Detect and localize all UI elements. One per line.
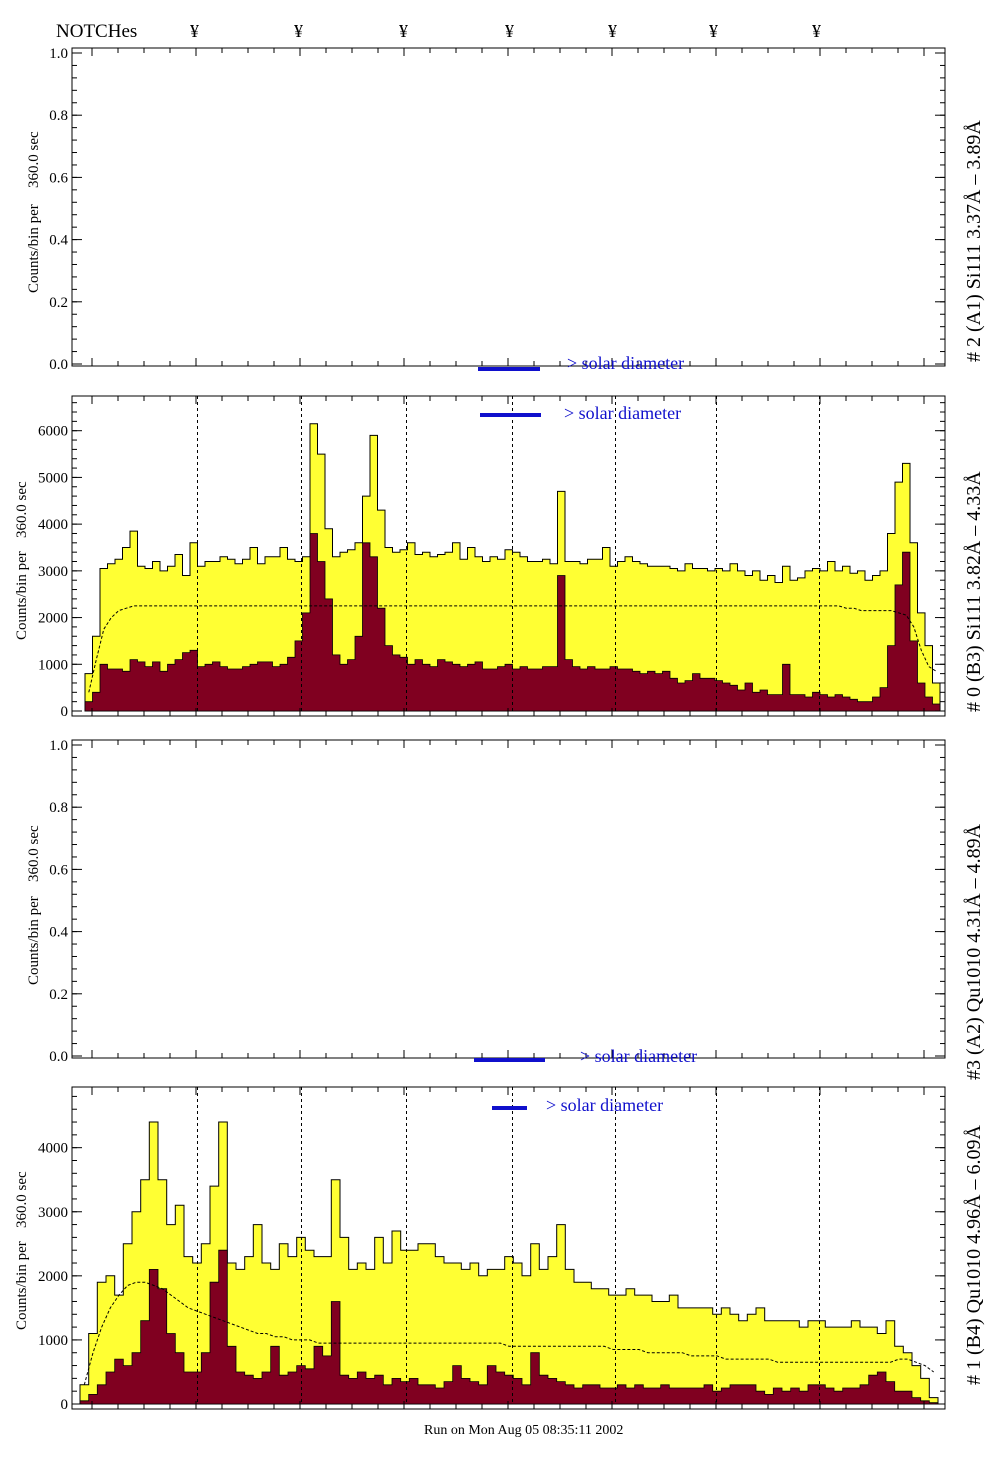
- tick-marks: [72, 396, 945, 716]
- y-tick-label: 1.0: [49, 46, 68, 62]
- panel-label: # 1 (B4) Qu1010 4.96Å – 6.09Å: [963, 1124, 985, 1385]
- y-tick-label: 0.2: [49, 987, 68, 1003]
- ylabel-counts: Counts/bin per: [26, 204, 42, 293]
- histogram-b3: [84, 396, 941, 712]
- y-tick-label: 1000: [38, 657, 68, 673]
- y-tick-label: 3000: [38, 564, 68, 580]
- notch-marker-3: ¥: [399, 21, 408, 41]
- panel-a2-qu1010: Counts/bin per 360.0 sec #3 (A2) Qu1010 …: [26, 738, 985, 1080]
- tick-marks: [72, 740, 945, 1058]
- y-tick-label: 2000: [38, 1269, 68, 1285]
- y-tick-label: 0.8: [49, 800, 68, 816]
- total-counts-histogram: [84, 423, 941, 712]
- tick-marks: [72, 48, 945, 366]
- notch-marker-6: ¥: [709, 21, 718, 41]
- ylabel-counts: Counts/bin per: [14, 551, 30, 640]
- panel-label: # 0 (B3) Si111 3.82Å – 4.33Å: [963, 471, 985, 712]
- ytick-labels: 0 1000 2000 3000 4000: [38, 1141, 68, 1413]
- solar-diameter-label: > solar diameter: [567, 353, 684, 373]
- panel-b4-qu1010: Counts/bin per 360.0 sec # 1 (B4) Qu1010…: [14, 1086, 985, 1413]
- ylabel-interval: 360.0 sec: [14, 1171, 30, 1228]
- run-timestamp: Run on Mon Aug 05 08:35:11 2002: [424, 1423, 623, 1438]
- y-tick-label: 0.8: [49, 108, 68, 124]
- notch-marker-1: ¥: [190, 21, 199, 41]
- notch-marker-2: ¥: [294, 21, 303, 41]
- y-tick-label: 0.4: [49, 925, 68, 941]
- plot-frame: [71, 739, 946, 1059]
- ylabel-interval: 360.0 sec: [14, 481, 30, 538]
- ylabel-interval: 360.0 sec: [26, 131, 42, 188]
- ytick-labels: 0 1000 2000 3000 4000 5000 6000: [38, 424, 68, 720]
- model-dashed-curve: [83, 1281, 934, 1385]
- total-counts-histogram: [79, 1121, 939, 1405]
- panel-label: # 2 (A1) Si111 3.37Å – 3.89Å: [963, 120, 985, 362]
- panel-b3-si111: Counts/bin per 360.0 sec # 0 (B3) Si111 …: [14, 395, 985, 720]
- plot-frame: [71, 47, 946, 367]
- tick-marks: [72, 1087, 945, 1409]
- ylabel-counts: Counts/bin per: [26, 896, 42, 985]
- y-tick-label: 0.0: [49, 1049, 68, 1065]
- ytick-labels: 0.0 0.2 0.4 0.6 0.8 1.0: [49, 738, 68, 1065]
- y-tick-label: 0: [61, 704, 69, 720]
- y-tick-label: 1000: [38, 1333, 68, 1349]
- y-tick-label: 0.4: [49, 233, 68, 249]
- solar-diameter-label: > solar diameter: [580, 1046, 697, 1066]
- histogram-b4: [79, 1087, 939, 1405]
- model-dashed-curve: [88, 605, 937, 693]
- background-counts-histogram: [84, 533, 941, 712]
- notches-title: NOTCHes: [56, 21, 137, 42]
- y-tick-label: 4000: [38, 517, 68, 533]
- y-tick-label: 0.6: [49, 170, 68, 186]
- y-tick-label: 4000: [38, 1141, 68, 1157]
- background-counts-histogram: [79, 1249, 939, 1405]
- notch-symbols: ¥ ¥ ¥ ¥ ¥ ¥ ¥: [190, 21, 821, 41]
- y-tick-label: 1.0: [49, 738, 68, 754]
- notch-marker-5: ¥: [608, 21, 617, 41]
- y-tick-label: 3000: [38, 1205, 68, 1221]
- y-tick-label: 0.2: [49, 295, 68, 311]
- y-tick-label: 5000: [38, 470, 68, 486]
- panel-a1-si111: Counts/bin per 360.0 sec # 2 (A1) Si111 …: [26, 46, 985, 373]
- panel-label: #3 (A2) Qu1010 4.31Å – 4.89Å: [963, 823, 985, 1080]
- notch-marker-7: ¥: [812, 21, 821, 41]
- y-tick-label: 0.0: [49, 357, 68, 373]
- notch-marker-4: ¥: [505, 21, 514, 41]
- ylabel-counts: Counts/bin per: [14, 1241, 30, 1330]
- y-tick-label: 0: [61, 1397, 69, 1413]
- solar-diameter-label: > solar diameter: [546, 1095, 663, 1115]
- solar-diameter-label: > solar diameter: [564, 403, 681, 423]
- y-tick-label: 2000: [38, 611, 68, 627]
- y-tick-label: 0.6: [49, 862, 68, 878]
- ylabel-interval: 360.0 sec: [26, 825, 42, 882]
- y-tick-label: 6000: [38, 424, 68, 440]
- ytick-labels: 0.0 0.2 0.4 0.6 0.8 1.0: [49, 46, 68, 373]
